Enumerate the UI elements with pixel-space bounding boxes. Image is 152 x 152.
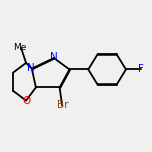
Text: O: O <box>22 96 30 105</box>
Text: Br: Br <box>57 100 69 111</box>
Text: N: N <box>50 52 58 62</box>
Text: Me: Me <box>13 43 26 52</box>
Text: F: F <box>138 64 144 74</box>
Text: N: N <box>27 63 34 73</box>
